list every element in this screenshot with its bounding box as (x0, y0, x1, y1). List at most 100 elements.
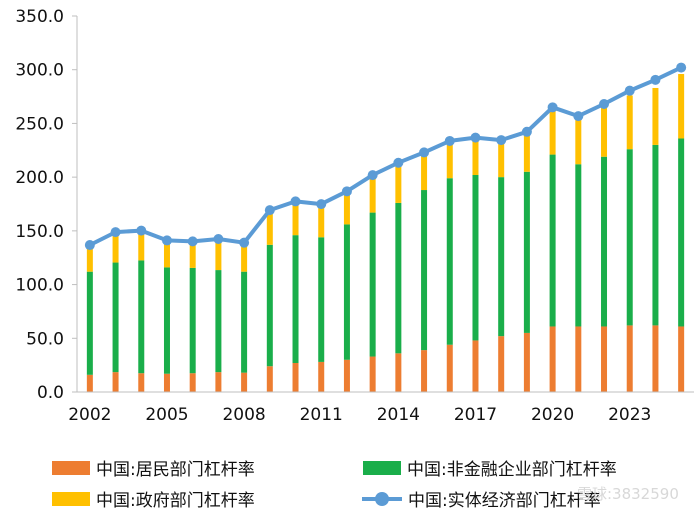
stacked-bars (86, 74, 685, 392)
leverage-chart: 0.0 50.0 100.0 150.0 200.0 250.0 300.0 350.0 20… (15, 7, 694, 425)
x-tick-label: 2014 (377, 405, 420, 425)
total-line-point (136, 225, 147, 236)
bar-gov (678, 74, 685, 139)
bar-resident (498, 336, 505, 392)
x-tick-label: 2011 (300, 405, 343, 425)
bar-gov (549, 107, 556, 155)
bar-nonfin (266, 244, 273, 367)
total-line-point (290, 196, 301, 207)
bar-gov (369, 177, 376, 213)
bar-nonfin (86, 271, 93, 375)
bar-resident (549, 326, 556, 392)
bar-resident (395, 353, 402, 392)
bar-nonfin (498, 177, 505, 337)
bar-resident (86, 374, 93, 392)
bar-gov (138, 233, 145, 261)
bar-gov (163, 241, 170, 268)
bar-nonfin (292, 235, 299, 363)
total-line-point (521, 126, 532, 137)
total-leverage-line (84, 62, 687, 251)
bar-gov (215, 241, 222, 271)
y-tick-label: 300.0 (15, 61, 64, 81)
bar-resident (343, 359, 350, 392)
bar-resident (472, 340, 479, 392)
bar-resident (163, 373, 170, 392)
y-tick-label: 100.0 (15, 276, 64, 296)
y-tick-label: 200.0 (15, 168, 64, 188)
bar-resident (215, 372, 222, 392)
total-line-point (316, 199, 327, 210)
bar-gov (446, 142, 453, 179)
legend-label-nonfin: 中国:非金融企业部门杠杆率 (407, 460, 617, 480)
total-line-point (444, 135, 455, 146)
bar-nonfin (652, 144, 659, 326)
bar-resident (446, 344, 453, 392)
legend: 中国:居民部门杠杆率 中国:非金融企业部门杠杆率 中国:政府部门杠杆率 中国:实… (0, 448, 700, 514)
bar-gov (86, 248, 93, 272)
bar-gov (575, 116, 582, 165)
bar-nonfin (523, 171, 530, 333)
bar-resident (112, 372, 119, 392)
legend-swatch-gov (52, 491, 90, 506)
bar-nonfin (678, 138, 685, 327)
bar-nonfin (343, 224, 350, 360)
bar-gov (498, 140, 505, 178)
bar-resident (292, 362, 299, 392)
total-line-point (264, 205, 275, 216)
y-tick-label: 50.0 (26, 329, 64, 349)
legend-item-gov: 中国:政府部门杠杆率 (52, 486, 255, 511)
bar-resident (523, 332, 530, 392)
x-tick-label: 2017 (454, 405, 497, 425)
x-tick-label: 2008 (222, 405, 265, 425)
total-line-point (367, 170, 378, 181)
bar-nonfin (549, 154, 556, 327)
total-line-point (624, 85, 635, 96)
total-line-point (573, 111, 584, 122)
legend-item-resident: 中国:居民部门杠杆率 (52, 455, 255, 480)
x-tick-label: 2005 (145, 405, 188, 425)
total-line-point (161, 235, 172, 246)
total-line-point (393, 157, 404, 168)
bar-nonfin (421, 190, 428, 351)
bar-nonfin (215, 270, 222, 373)
bar-nonfin (112, 262, 119, 373)
bar-gov (112, 234, 119, 263)
total-line-point (496, 135, 507, 146)
bar-nonfin (241, 271, 248, 373)
total-line-point (419, 147, 430, 158)
bar-gov (472, 138, 479, 175)
bar-resident (369, 356, 376, 392)
bar-nonfin (189, 267, 196, 374)
x-tick-label: 2023 (608, 405, 651, 425)
legend-swatch-total (362, 491, 402, 506)
bar-resident (241, 372, 248, 392)
bar-gov (652, 87, 659, 145)
bar-nonfin (138, 260, 145, 374)
x-tick-label: 2002 (68, 405, 111, 425)
bar-nonfin (472, 174, 479, 341)
bar-resident (678, 326, 685, 392)
legend-label-gov: 中国:政府部门杠杆率 (96, 491, 255, 511)
total-line-point (676, 62, 687, 73)
y-tick-label: 250.0 (15, 114, 64, 134)
bar-gov (395, 164, 402, 203)
y-tick-label: 150.0 (15, 222, 64, 242)
total-line-point (341, 186, 352, 197)
y-tick-label: 350.0 (15, 7, 64, 27)
total-line-point (470, 132, 481, 143)
bar-gov (189, 242, 196, 268)
total-line-point (110, 227, 121, 238)
legend-item-total: 中国:实体经济部门杠杆率 (362, 486, 601, 511)
bar-nonfin (369, 212, 376, 357)
total-line-point (650, 74, 661, 85)
bar-resident (575, 326, 582, 392)
bar-nonfin (601, 156, 608, 327)
bar-gov (523, 133, 530, 172)
bar-resident (266, 366, 273, 392)
total-line-point (599, 98, 610, 109)
total-line-point (239, 237, 250, 248)
bar-resident (421, 350, 428, 392)
x-axis-labels: 2002 2005 2008 2011 2014 2017 2020 2023 (68, 405, 651, 425)
total-line-path (89, 65, 682, 247)
legend-swatch-nonfin (363, 460, 401, 475)
